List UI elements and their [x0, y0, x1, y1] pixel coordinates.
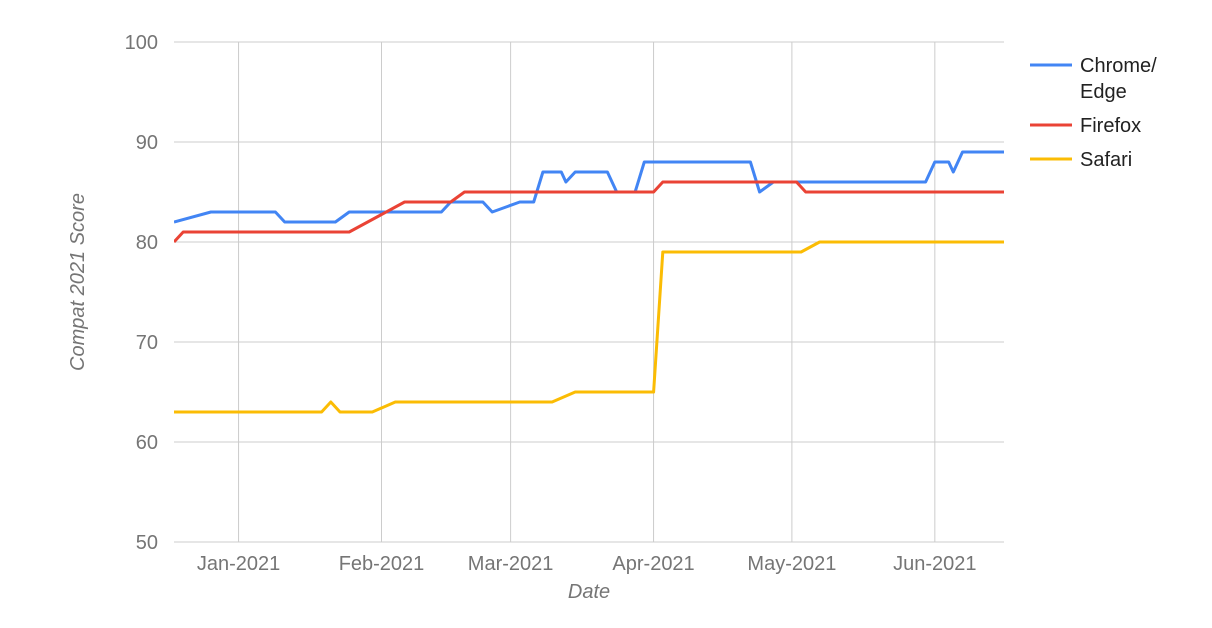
legend-label: Firefox: [1080, 115, 1141, 137]
x-tick-label: Feb-2021: [339, 553, 425, 575]
compat-score-chart: 50 60 70 80 90 100 Jan-2021 Feb-2021 Mar-2021 Apr…: [0, 0, 1212, 628]
y-tick-label: 100: [125, 32, 158, 54]
y-axis-label: Compat 2021 Score: [67, 193, 89, 371]
legend-label: Edge: [1080, 81, 1127, 103]
y-tick-label: 60: [136, 432, 158, 454]
legend-label: Chrome/: [1080, 55, 1157, 77]
x-tick-label: Mar-2021: [468, 553, 554, 575]
x-axis-label: Date: [568, 581, 610, 603]
x-tick-label: Jun-2021: [893, 553, 976, 575]
y-tick-label: 50: [136, 532, 158, 554]
y-tick-label: 70: [136, 332, 158, 354]
y-tick-label: 80: [136, 232, 158, 254]
x-tick-label: Jan-2021: [197, 553, 280, 575]
legend-label: Safari: [1080, 149, 1132, 171]
x-tick-label: May-2021: [747, 553, 836, 575]
y-tick-label: 90: [136, 132, 158, 154]
x-tick-label: Apr-2021: [612, 553, 694, 575]
chart-svg: 50 60 70 80 90 100 Jan-2021 Feb-2021 Mar-2021 Apr…: [0, 0, 1212, 628]
